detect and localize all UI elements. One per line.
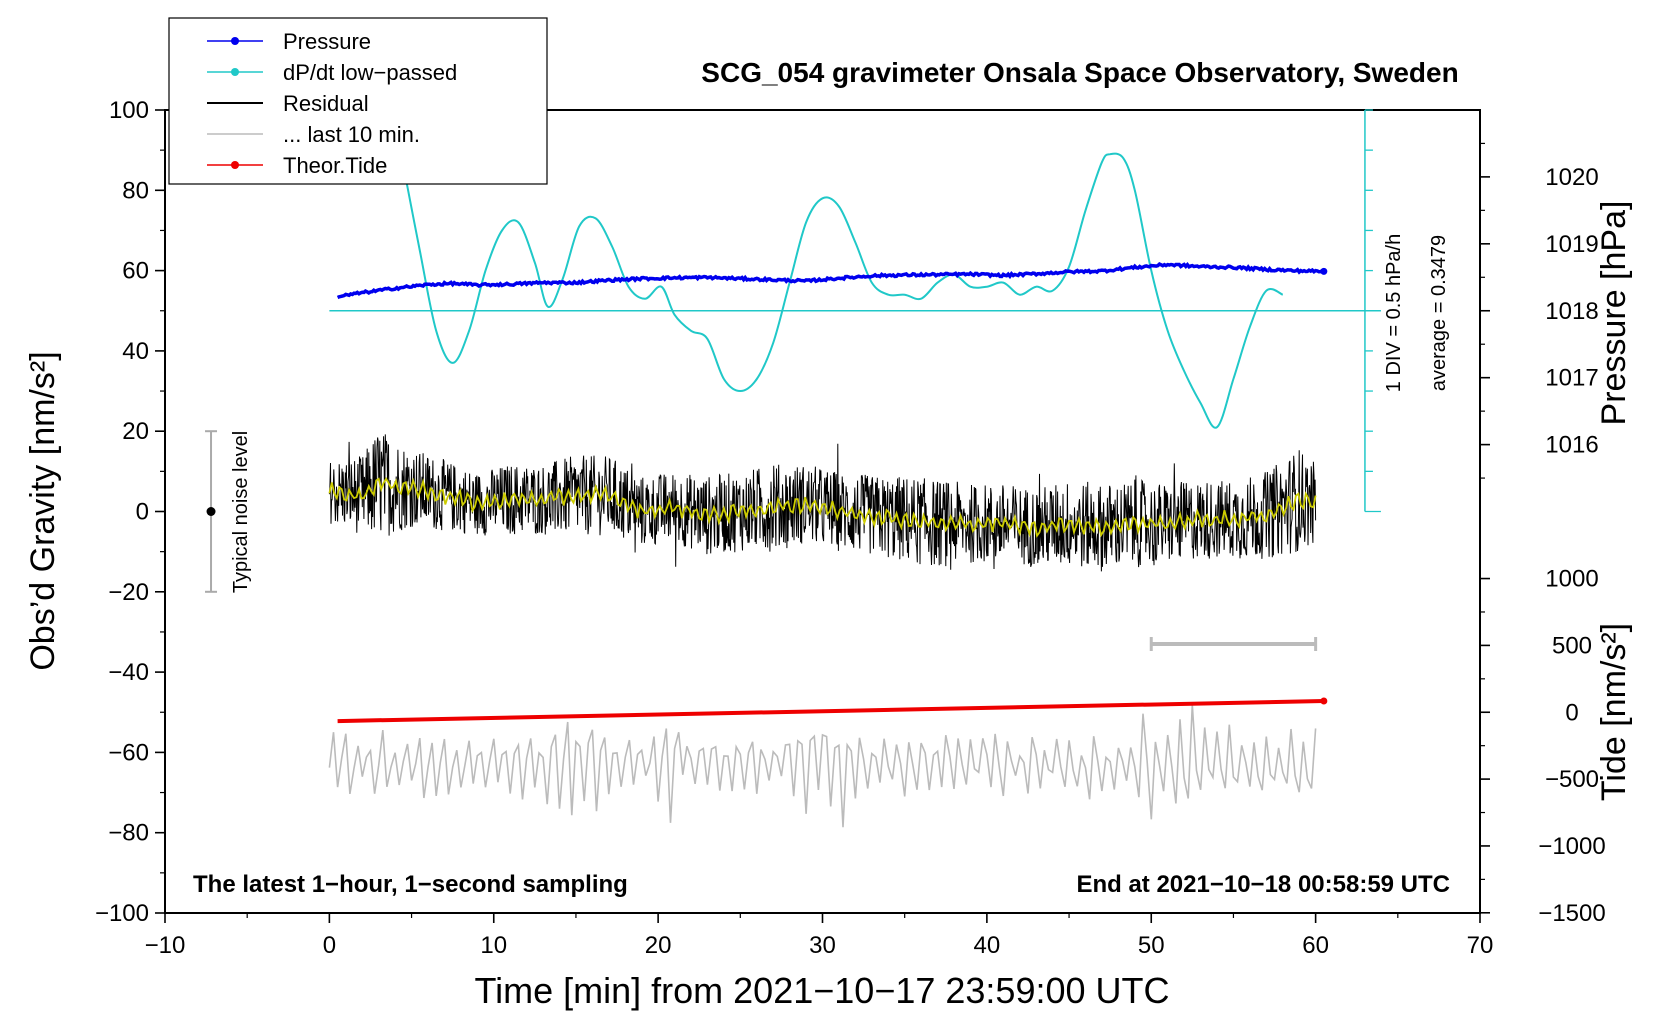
y-tick-label: −100 [95, 900, 149, 927]
y-tick-label: 20 [122, 418, 149, 445]
x-tick-label: 30 [809, 932, 836, 959]
legend-marker [231, 68, 239, 76]
y-axis-label-tide: Tide [nm/s²] [1595, 623, 1633, 801]
axes-layer: −10 0 10 20 30 40 50 60 70−100−80−60−40−20020406… [95, 97, 1606, 959]
last-10-min-trace [328, 704, 1317, 828]
dpdt-average-label: average = 0.3479 [1428, 235, 1450, 391]
x-tick-label: 50 [1138, 932, 1165, 959]
dpdt-trace [404, 152, 1284, 429]
pressure-tick-label: 1016 [1545, 432, 1598, 459]
x-axis-label: Time [min] from 2021−10−17 23:59:00 UTC [474, 970, 1169, 1011]
tide-trace [337, 699, 1324, 724]
x-tick-label: 60 [1302, 932, 1329, 959]
pressure-tick-label: 1017 [1545, 365, 1598, 392]
legend-label: dP/dt low−passed [283, 60, 457, 85]
legend-label: Theor.Tide [283, 153, 387, 178]
dpdt-scale-bar [329, 109, 1381, 513]
y-tick-label: −80 [108, 820, 149, 847]
legend-box [168, 17, 548, 185]
tide-tick-label: −500 [1545, 766, 1599, 793]
series-layer [205, 152, 1328, 828]
x-tick-label: 0 [323, 932, 336, 959]
tide-tick-label: 500 [1552, 632, 1592, 659]
dpdt-div-label: 1 DIV = 0.5 hPa/h [1383, 234, 1405, 392]
y-axis-label-left: Obs’d Gravity [nm/s²] [24, 351, 62, 670]
pressure-trace [336, 262, 1326, 300]
x-tick-label: 70 [1467, 932, 1494, 959]
tide-tick-label: 0 [1565, 699, 1578, 726]
pressure-tick-label: 1020 [1545, 164, 1598, 191]
end-time-annotation: End at 2021−10−18 00:58:59 UTC [1076, 871, 1450, 898]
pressure-tick-label: 1018 [1545, 298, 1598, 325]
sampling-annotation: The latest 1−hour, 1−second sampling [193, 871, 628, 898]
pressure-end-marker [1320, 267, 1328, 275]
residual-trace [328, 434, 1317, 572]
tide-tick-label: −1000 [1538, 833, 1605, 860]
y-axis-label-pressure: Pressure [hPa] [1595, 201, 1633, 426]
legend-marker [231, 37, 239, 45]
noise-level-center [206, 507, 216, 516]
y-tick-label: 60 [122, 258, 149, 285]
y-tick-label: −20 [108, 579, 149, 606]
legend: Pressure dP/dt low−passed Residual ... last… [168, 17, 548, 185]
y-tick-label: 100 [109, 97, 149, 124]
y-tick-label: 0 [136, 499, 149, 526]
residual-smoothed-trace [328, 477, 1317, 539]
legend-label: Pressure [283, 29, 371, 54]
x-tick-label: 10 [480, 932, 507, 959]
tide-end-marker [1320, 697, 1328, 705]
y-tick-label: −60 [108, 739, 149, 766]
legend-label: Residual [283, 91, 369, 116]
tide-tick-label: −1500 [1538, 900, 1605, 927]
tide-tick-label: 1000 [1545, 566, 1598, 593]
noise-level-label: Typical noise level [230, 431, 252, 593]
y-tick-label: 80 [122, 177, 149, 204]
x-tick-label: 20 [645, 932, 672, 959]
x-tick-label: −10 [145, 932, 186, 959]
legend-marker [231, 161, 239, 169]
pressure-tick-label: 1019 [1545, 231, 1598, 258]
y-tick-label: 40 [122, 338, 149, 365]
y-tick-label: −40 [108, 659, 149, 686]
legend-label: ... last 10 min. [283, 122, 420, 147]
x-tick-label: 40 [974, 932, 1001, 959]
chart-title: SCG_054 gravimeter Onsala Space Observat… [701, 57, 1458, 88]
